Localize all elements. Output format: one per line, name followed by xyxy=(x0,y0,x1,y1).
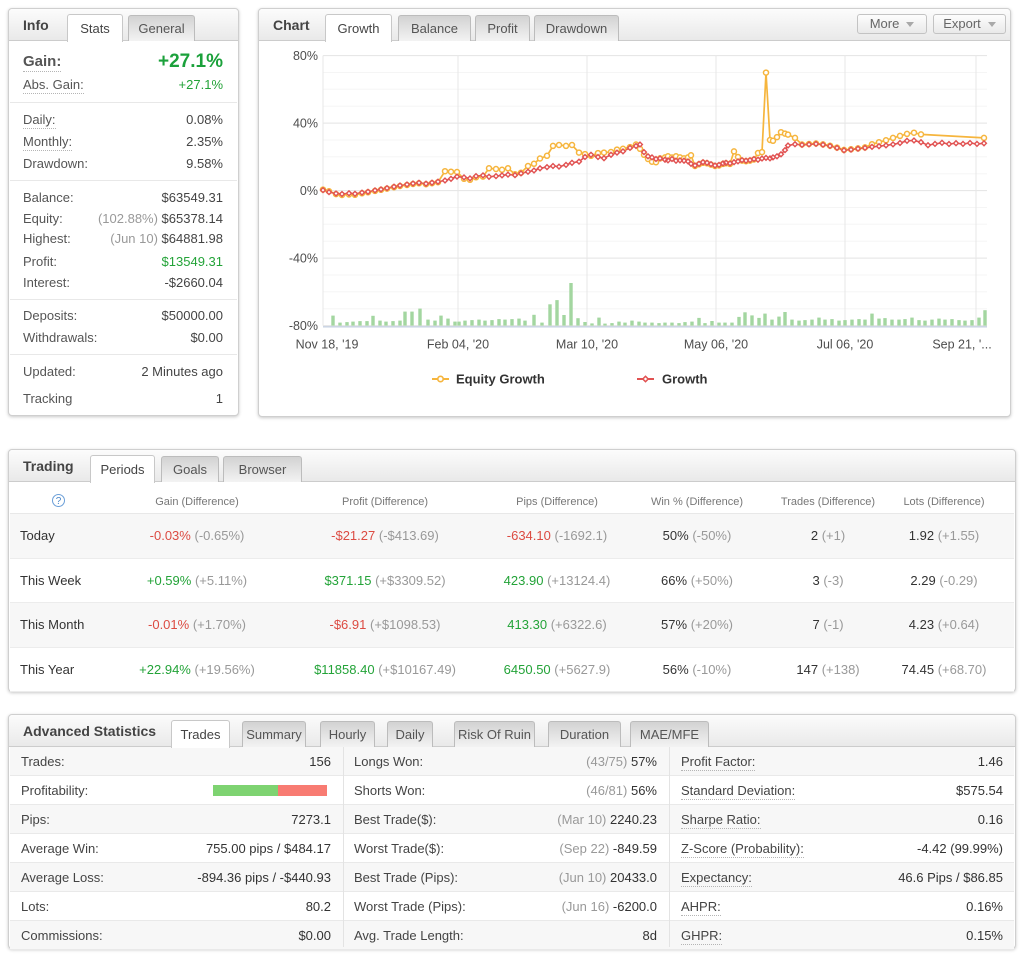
svg-text:Growth: Growth xyxy=(662,372,708,387)
svg-text:Sep 21, '...: Sep 21, '... xyxy=(932,338,991,352)
svg-text:Nov 18, '19: Nov 18, '19 xyxy=(296,338,359,352)
svg-text:40%: 40% xyxy=(293,117,318,131)
svg-text:Mar 10, '20: Mar 10, '20 xyxy=(556,338,618,352)
svg-text:Feb 04, '20: Feb 04, '20 xyxy=(427,338,489,352)
svg-text:Jul 06, '20: Jul 06, '20 xyxy=(817,338,874,352)
svg-text:May 06, '20: May 06, '20 xyxy=(684,338,748,352)
svg-text:0%: 0% xyxy=(300,184,318,198)
svg-text:-40%: -40% xyxy=(289,252,318,266)
svg-text:Equity Growth: Equity Growth xyxy=(456,372,545,387)
svg-text:80%: 80% xyxy=(293,49,318,63)
svg-text:-80%: -80% xyxy=(289,319,318,333)
